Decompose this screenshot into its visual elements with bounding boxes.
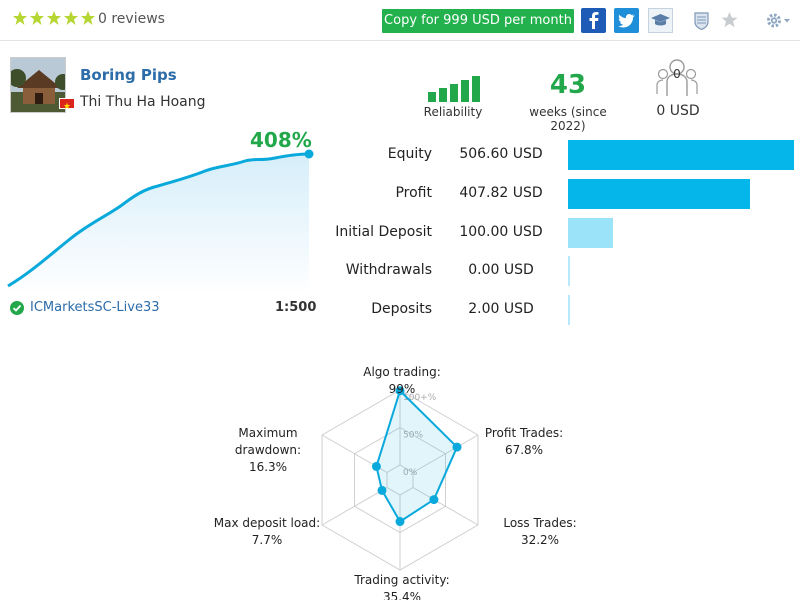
growth-line <box>7 152 310 288</box>
radar-label-profit-trades-1: Profit Trades: <box>484 426 564 440</box>
favorite-star-icon[interactable] <box>717 8 742 33</box>
radar-spoke <box>321 487 388 526</box>
subscribers-icon <box>656 56 698 104</box>
leverage: 1:500 <box>275 300 317 315</box>
radar-point-profit-trades <box>452 442 462 452</box>
star-icon[interactable] <box>29 10 45 26</box>
growth-percent: 408% <box>250 128 312 152</box>
growth-area <box>8 154 309 295</box>
stat-bar-withdrawals <box>568 256 570 286</box>
radar-point-maximum-drawdown <box>371 461 381 471</box>
radar-label-loss-trades: Loss Trades: 32.2% <box>503 516 577 547</box>
stat-bar-equity <box>568 140 794 170</box>
weeks-value: 43 <box>549 70 587 100</box>
stat-bar-initial-deposit <box>568 218 613 248</box>
reliability-label: Reliability <box>423 105 483 119</box>
broker-server-link[interactable]: ICMarketsSC-Live33 <box>30 300 160 315</box>
stat-value-withdrawals: 0.00 USD <box>468 262 534 278</box>
reviews-count[interactable]: 0 reviews <box>98 11 165 27</box>
facebook-icon[interactable] <box>581 8 606 33</box>
radar-label-drawdown-2: drawdown: 16.3% <box>234 443 302 474</box>
star-icon[interactable] <box>63 10 79 26</box>
radar-data-area <box>375 388 459 523</box>
subscribers-usd: 0 USD <box>656 103 700 119</box>
radar-label-load-2: 7.7% <box>251 533 283 547</box>
stat-label-initial-deposit: Initial Deposit <box>335 224 432 240</box>
stat-bar-deposits <box>568 295 570 325</box>
verified-check-icon <box>10 301 24 315</box>
settings-gear-icon[interactable] <box>764 8 794 33</box>
twitter-icon[interactable] <box>614 8 639 33</box>
radar-tick-label: 0% <box>403 468 418 478</box>
radar-point-max-deposit-load <box>377 485 387 495</box>
radar-label-activity: Trading activity: 35.4% <box>354 573 450 600</box>
stat-value-profit: 407.82 USD <box>459 185 543 201</box>
radar-chart[interactable]: 100+% 50% 0% <box>300 360 500 580</box>
stat-value-equity: 506.60 USD <box>459 146 543 162</box>
country-flag-icon <box>59 98 75 109</box>
growth-end-point <box>304 149 314 159</box>
radar-label-drawdown-1: Maximum <box>238 426 298 440</box>
growth-chart[interactable] <box>0 125 320 295</box>
radar-spoke <box>412 487 479 526</box>
top-bar: 0 reviews Copy for 999 USD per month <box>0 0 800 41</box>
reliability-bars-icon <box>428 76 480 106</box>
radar-point-loss-trades <box>429 495 439 505</box>
radar-label-load-1: Max deposit load: <box>213 516 321 530</box>
copy-button[interactable]: Copy for 999 USD per month <box>382 9 574 33</box>
radar-point-algo-trading <box>395 386 405 396</box>
stat-value-deposits: 2.00 USD <box>468 301 534 317</box>
subscribers-count: 0 <box>673 67 681 81</box>
stat-label-equity: Equity <box>387 146 432 162</box>
shield-icon[interactable] <box>689 8 714 33</box>
rating-stars[interactable] <box>12 10 96 26</box>
radar-spoke <box>412 434 479 473</box>
radar-tick-label: 50% <box>403 431 423 441</box>
radar-tick-label: 100+% <box>403 393 437 403</box>
stat-bar-profit <box>568 179 750 209</box>
stat-label-withdrawals: Withdrawals <box>345 262 432 278</box>
star-icon[interactable] <box>46 10 62 26</box>
star-icon[interactable] <box>80 10 96 26</box>
stat-label-deposits: Deposits <box>371 301 432 317</box>
author-name[interactable]: Thi Thu Ha Hoang <box>80 94 206 110</box>
radar-point-trading-activity <box>395 517 405 527</box>
stat-label-profit: Profit <box>395 185 432 201</box>
radar-label-profit-trades-2: 67.8% <box>504 443 544 457</box>
star-icon[interactable] <box>12 10 28 26</box>
avatar[interactable] <box>10 57 66 113</box>
radar-label-algo: Algo trading: 99% <box>363 365 441 396</box>
signal-name[interactable]: Boring Pips <box>80 66 177 84</box>
weeks-label: weeks (since 2022) <box>529 105 607 133</box>
graduation-cap-icon[interactable] <box>648 8 673 33</box>
stat-value-initial-deposit: 100.00 USD <box>459 224 543 240</box>
